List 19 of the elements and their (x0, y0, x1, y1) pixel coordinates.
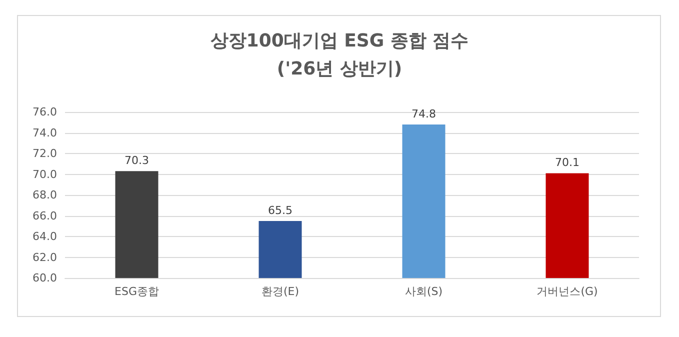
y-tick-label: 68.0 (32, 188, 57, 202)
y-tick-label: 62.0 (32, 250, 57, 264)
chart-subtitle: ('26년 상반기) (276, 58, 402, 80)
x-tick-label: ESG종합 (114, 285, 159, 298)
data-label: 70.3 (124, 154, 149, 168)
y-tick-label: 64.0 (32, 230, 57, 243)
chart-title: 상장100대기업 ESG 종합 점수 (210, 30, 469, 52)
x-tick-label: 사회(S) (404, 285, 443, 298)
data-label: 65.5 (268, 204, 292, 217)
y-tick-label: 66.0 (32, 209, 57, 222)
y-tick-label: 76.0 (32, 106, 57, 118)
data-label: 74.8 (412, 107, 436, 120)
x-tick-label: 거버넌스(G) (536, 285, 598, 298)
y-tick-label: 60.0 (32, 272, 57, 284)
y-tick-label: 74.0 (32, 126, 57, 140)
y-tick-label: 70.0 (32, 168, 57, 181)
x-tick-label: 환경(E) (261, 285, 300, 298)
y-tick-label: 72.0 (32, 147, 57, 160)
data-label: 70.1 (555, 156, 580, 170)
